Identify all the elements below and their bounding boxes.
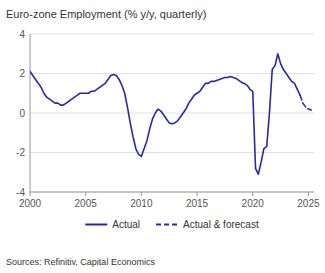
legend-swatch xyxy=(85,224,107,226)
source: Sources: Refinitiv, Capital Economics xyxy=(6,257,155,267)
grid-line xyxy=(30,152,314,153)
x-tick xyxy=(141,192,142,196)
y-tick-label: 0 xyxy=(19,108,25,119)
chart: Euro-zone Employment (% y/y, quarterly) -… xyxy=(0,0,325,273)
x-tick xyxy=(85,192,86,196)
grid-line xyxy=(30,192,314,193)
legend-swatch xyxy=(156,224,178,226)
y-tick-label: 4 xyxy=(19,29,25,40)
x-tick-label: 2000 xyxy=(19,198,42,209)
y-tick-label: -2 xyxy=(16,147,25,158)
x-axis xyxy=(30,192,314,193)
x-tick-label: 2015 xyxy=(186,198,209,209)
legend: Actual Actual & forecast xyxy=(85,219,259,230)
x-tick-label: 2025 xyxy=(297,198,320,209)
x-tick-label: 2010 xyxy=(130,198,153,209)
series-line xyxy=(30,54,300,174)
x-tick-label: 2020 xyxy=(242,198,265,209)
plot-area xyxy=(30,54,311,174)
legend-label: Actual & forecast xyxy=(183,219,259,230)
y-tick-label: -4 xyxy=(16,187,25,198)
grid-line xyxy=(30,113,314,114)
x-tick xyxy=(252,192,253,196)
title: Euro-zone Employment (% y/y, quarterly) xyxy=(6,8,206,20)
x-tick xyxy=(308,192,309,196)
x-tick-label: 2005 xyxy=(75,198,98,209)
y-axis xyxy=(30,34,31,192)
y-tick-label: 2 xyxy=(19,68,25,79)
x-tick xyxy=(30,192,31,196)
x-tick xyxy=(197,192,198,196)
legend-label: Actual xyxy=(112,219,140,230)
series-line xyxy=(300,95,311,110)
grid-line xyxy=(30,34,314,35)
